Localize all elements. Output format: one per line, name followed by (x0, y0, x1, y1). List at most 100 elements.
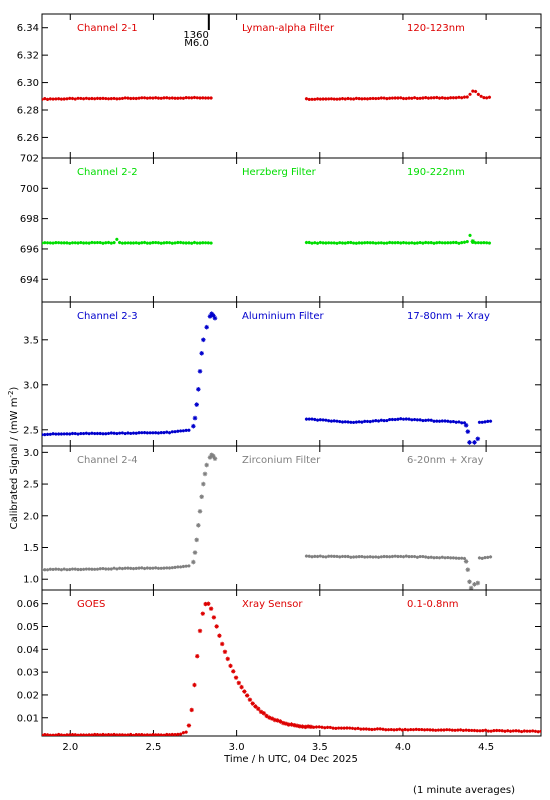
data-point (310, 417, 314, 421)
data-point (203, 601, 208, 607)
data-point (84, 431, 88, 435)
data-point (475, 436, 481, 442)
data-point (264, 713, 269, 719)
data-point (440, 555, 444, 559)
data-point (90, 96, 94, 101)
data-point (317, 725, 321, 729)
data-point (154, 566, 158, 570)
data-point (65, 97, 69, 101)
data-point (449, 96, 453, 100)
data-point (437, 419, 442, 423)
data-point (250, 701, 255, 706)
data-point (207, 314, 213, 319)
data-point (51, 733, 55, 736)
panel-1: 6.26 6.28 6.30 6.32 6.34 Channel 2-1 Lyman-alp… (17, 13, 542, 159)
data-point (331, 726, 335, 730)
data-point (476, 241, 480, 245)
data-point (396, 554, 400, 559)
data-point (457, 95, 461, 99)
data-point (308, 724, 314, 730)
data-point (360, 97, 364, 101)
data-point (310, 555, 314, 559)
data-point (425, 728, 429, 732)
data-point (289, 722, 294, 727)
data-point (199, 494, 204, 500)
data-point (131, 96, 136, 100)
data-point (156, 241, 161, 245)
data-point (378, 727, 382, 731)
data-point (332, 97, 336, 101)
data-point (488, 419, 493, 423)
data-point (70, 431, 75, 436)
panel-4: 1.0 1.5 2.0 2.5 3.0 Channel 2-4 Zirconium Filt… (23, 445, 542, 591)
data-point (363, 419, 367, 423)
data-point (93, 97, 97, 101)
data-point (307, 240, 311, 245)
data-point (211, 313, 216, 318)
data-point (194, 537, 199, 543)
data-point (212, 456, 218, 461)
data-point (472, 581, 477, 587)
data-point (126, 241, 130, 245)
data-point (84, 567, 88, 571)
data-point (437, 96, 442, 100)
data-point (335, 419, 339, 423)
data-point (137, 96, 141, 100)
data-point (184, 95, 188, 100)
data-point (342, 726, 346, 730)
data-point (332, 554, 336, 558)
data-point (45, 568, 50, 572)
data-point (57, 732, 61, 736)
data-point (500, 729, 504, 733)
data-point (167, 241, 172, 245)
data-point (470, 728, 474, 733)
data-point (145, 733, 149, 736)
data-point (59, 97, 64, 101)
data-point (106, 240, 111, 245)
data-point (54, 241, 58, 245)
data-point (404, 417, 408, 421)
x-tick-label: 3.0 (229, 742, 245, 753)
data-point (465, 567, 471, 572)
data-point (186, 723, 192, 728)
data-point (443, 556, 447, 560)
data-point (462, 421, 467, 425)
data-point (70, 733, 75, 736)
data-point (446, 96, 450, 100)
data-point (407, 241, 411, 245)
panel-filter-label: Zirconium Filter (242, 455, 321, 466)
data-point (428, 728, 432, 732)
data-point (463, 559, 469, 564)
data-point (184, 428, 188, 432)
data-point (179, 565, 183, 569)
data-point (398, 727, 402, 731)
data-point (343, 241, 347, 245)
data-point (48, 432, 52, 436)
data-point (304, 97, 309, 101)
data-point (457, 420, 461, 424)
data-point (272, 717, 278, 723)
data-point (104, 733, 108, 736)
data-point (192, 415, 198, 421)
data-point (79, 431, 83, 436)
data-point (126, 96, 130, 100)
data-point (424, 240, 428, 245)
data-point (43, 732, 47, 736)
data-point (137, 431, 141, 435)
data-point (68, 241, 72, 245)
data-point (109, 241, 113, 245)
data-point (536, 730, 540, 734)
data-point (307, 417, 311, 421)
data-point (310, 97, 314, 101)
x-tick-label: 4.0 (395, 742, 411, 753)
data-point (280, 720, 286, 726)
y-tick-label: 696 (20, 244, 39, 255)
data-point (480, 556, 484, 560)
data-point (145, 241, 149, 245)
data-point (159, 241, 163, 245)
data-point (399, 417, 403, 421)
data-point (354, 96, 358, 100)
data-point (59, 568, 64, 572)
data-point (360, 420, 364, 424)
data-point (454, 556, 458, 560)
